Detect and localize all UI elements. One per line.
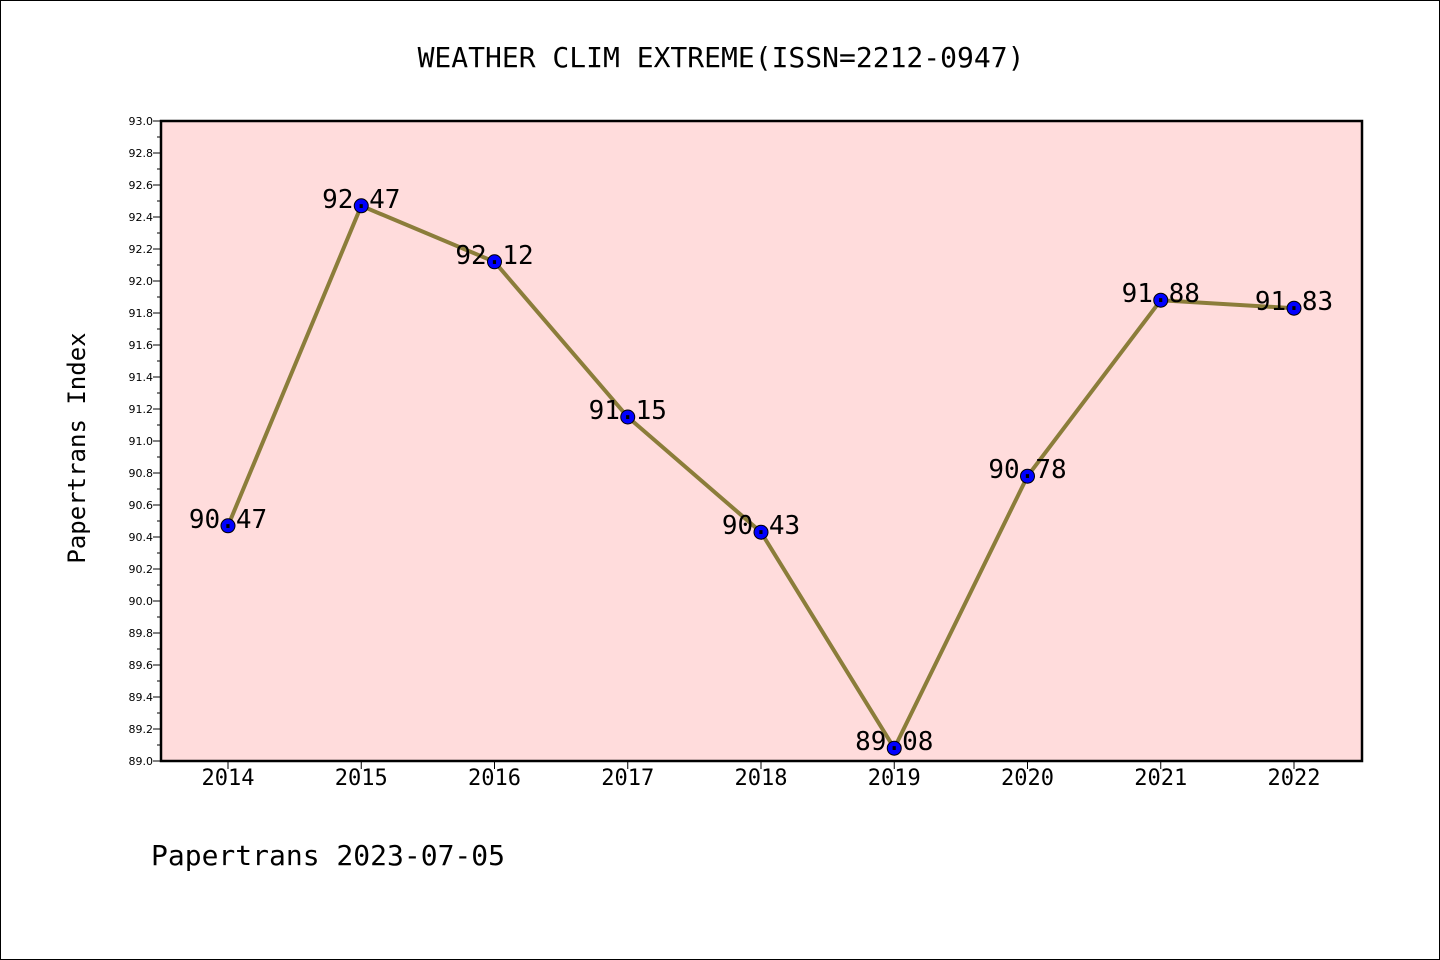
y-tick-label: 89.2 bbox=[129, 723, 154, 736]
x-tick-label: 2016 bbox=[468, 766, 521, 791]
x-tick-label: 2017 bbox=[601, 766, 654, 791]
data-label: 90.47 bbox=[189, 505, 267, 535]
chart-title: WEATHER CLIM EXTREME(ISSN=2212-0947) bbox=[418, 41, 1025, 74]
data-point bbox=[487, 254, 502, 270]
x-tick-label: 2019 bbox=[868, 766, 921, 791]
data-label: 92.47 bbox=[322, 185, 400, 215]
y-tick-label: 89.6 bbox=[129, 659, 154, 672]
data-point bbox=[753, 524, 769, 540]
data-point bbox=[886, 740, 902, 756]
x-axis: 2014 2015 2016 2017 2018 2019 2020 2021 2022 bbox=[202, 761, 1321, 791]
x-tick-label: 2014 bbox=[202, 766, 255, 791]
x-tick-label: 2022 bbox=[1268, 766, 1321, 791]
y-tick-label: 93.0 bbox=[129, 115, 154, 128]
y-tick-label: 91.6 bbox=[129, 339, 154, 352]
x-tick-label: 2015 bbox=[335, 766, 388, 791]
data-label: 90.78 bbox=[988, 455, 1066, 485]
x-tick-label: 2018 bbox=[735, 766, 788, 791]
data-point bbox=[1020, 468, 1035, 484]
data-label: 91.15 bbox=[589, 396, 667, 426]
y-tick-label: 90.6 bbox=[129, 499, 154, 512]
data-label: 91.83 bbox=[1255, 287, 1333, 317]
y-tick-label: 91.4 bbox=[129, 371, 154, 384]
data-point bbox=[620, 409, 636, 425]
y-tick-label: 92.6 bbox=[129, 179, 154, 192]
data-label: 91.88 bbox=[1122, 279, 1200, 309]
series-layer: 90.47 92.47 92.12 91.15 90.43 89.08 90.78 91.88… bbox=[189, 185, 1333, 757]
data-point bbox=[1286, 300, 1302, 316]
y-tick-label: 92.0 bbox=[129, 275, 154, 288]
y-tick-label: 92.4 bbox=[129, 211, 154, 224]
plot-area bbox=[159, 119, 1364, 763]
y-tick-label: 90.8 bbox=[129, 467, 154, 480]
data-point bbox=[1153, 292, 1169, 308]
footer-date-label: Papertrans 2023-07-05 bbox=[151, 839, 505, 872]
y-tick-label: 92.8 bbox=[129, 147, 154, 160]
data-point bbox=[353, 198, 369, 214]
y-tick-label: 92.2 bbox=[129, 243, 154, 256]
data-point bbox=[220, 518, 236, 534]
y-tick-label: 89.0 bbox=[129, 755, 154, 768]
y-tick-label: 90.2 bbox=[129, 563, 154, 576]
x-tick-label: 2021 bbox=[1134, 766, 1187, 791]
data-label: 90.43 bbox=[722, 511, 800, 541]
y-axis-label: Papertrans Index bbox=[63, 332, 91, 563]
x-tick-label: 2020 bbox=[1001, 766, 1054, 791]
data-label: 89.08 bbox=[855, 727, 933, 757]
y-tick-label: 90.0 bbox=[129, 595, 154, 608]
y-tick-label: 89.4 bbox=[129, 691, 154, 704]
y-axis: 89.0 89.2 89.4 89.6 89.8 90.0 90.2 90.4 90.6 90.8… bbox=[129, 115, 161, 768]
data-label: 92.12 bbox=[455, 241, 533, 271]
y-tick-label: 91.0 bbox=[129, 435, 154, 448]
y-tick-label: 89.8 bbox=[129, 627, 154, 640]
y-tick-label: 91.8 bbox=[129, 307, 154, 320]
y-tick-label: 90.4 bbox=[129, 531, 154, 544]
y-tick-label: 91.2 bbox=[129, 403, 154, 416]
